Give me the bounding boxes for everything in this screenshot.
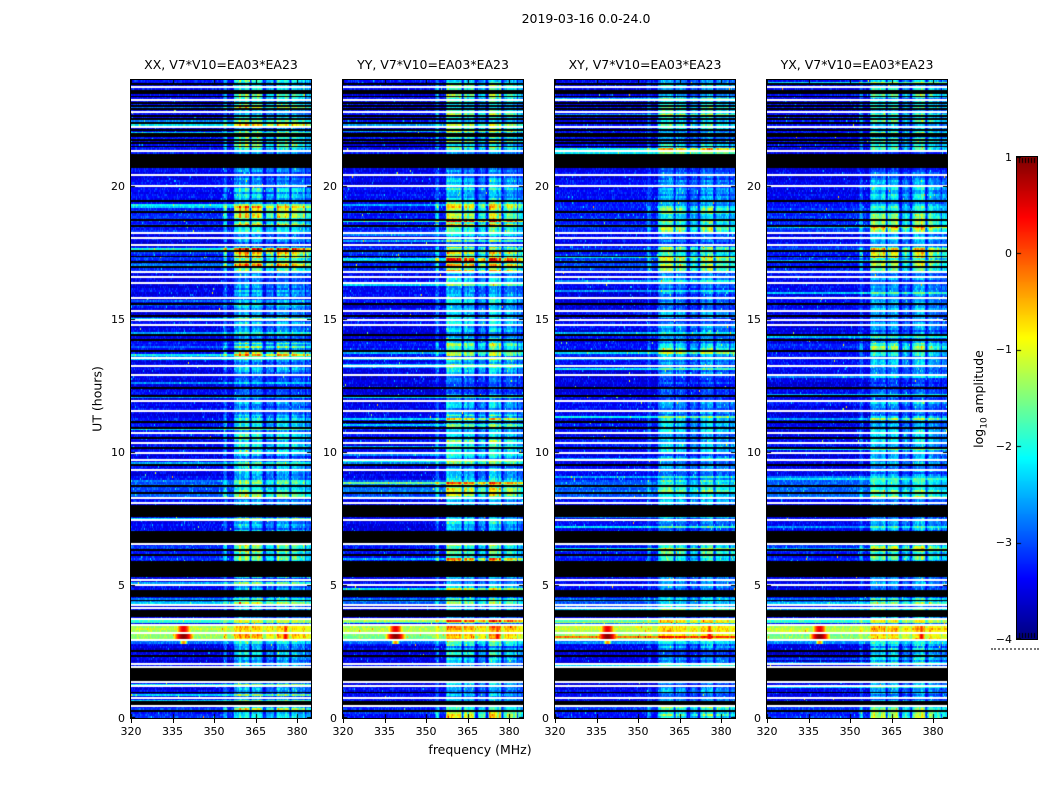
colorbar-tick-label: −4 <box>995 632 1012 646</box>
spectrogram-panel-yy <box>342 79 524 719</box>
x-tick-mark <box>680 719 681 723</box>
x-tick-mark <box>173 719 174 723</box>
x-tick-label: 365 <box>881 725 903 738</box>
colorbar-tick-label: 0 <box>1005 246 1012 260</box>
x-tick-mark <box>468 719 469 723</box>
spectrogram-panel-xy <box>554 79 736 719</box>
y-tick-label: 5 <box>330 578 337 592</box>
x-tick-mark <box>256 719 257 723</box>
y-tick-label: 5 <box>754 578 761 592</box>
y-tick-label: 20 <box>535 179 549 193</box>
x-tick-mark <box>721 719 722 723</box>
y-tick-label: 10 <box>111 445 125 459</box>
y-tick-label: 10 <box>323 445 337 459</box>
spectrogram-canvas-xy <box>555 80 735 718</box>
x-tick-label: 380 <box>498 725 520 738</box>
colorbar-canvas <box>1017 157 1037 639</box>
x-tick-mark <box>385 719 386 723</box>
x-tick-mark <box>214 719 215 723</box>
y-tick-label: 15 <box>323 312 337 326</box>
x-tick-mark <box>933 719 934 723</box>
x-tick-mark <box>809 719 810 723</box>
x-tick-mark <box>343 719 344 723</box>
x-tick-mark <box>555 719 556 723</box>
x-tick-label: 335 <box>162 725 184 738</box>
y-tick-label: 5 <box>542 578 549 592</box>
x-axis-label: frequency (MHz) <box>428 742 532 757</box>
colorbar-label: log10 amplitude <box>970 350 990 448</box>
x-tick-label: 335 <box>798 725 820 738</box>
colorbar-dotted-line <box>991 648 1039 650</box>
y-tick-label: 10 <box>747 445 761 459</box>
x-tick-mark <box>597 719 598 723</box>
y-tick-label: 10 <box>535 445 549 459</box>
y-tick-label: 15 <box>111 312 125 326</box>
x-tick-mark <box>509 719 510 723</box>
x-tick-label: 320 <box>120 725 142 738</box>
x-tick-mark <box>131 719 132 723</box>
x-tick-label: 380 <box>922 725 944 738</box>
x-tick-label: 320 <box>332 725 354 738</box>
y-axis-label: UT (hours) <box>89 366 105 432</box>
colorbar-tick-label: −1 <box>995 343 1012 357</box>
x-tick-label: 365 <box>669 725 691 738</box>
x-tick-label: 350 <box>627 725 649 738</box>
x-tick-mark <box>297 719 298 723</box>
y-tick-label: 0 <box>118 711 125 725</box>
x-tick-label: 350 <box>415 725 437 738</box>
x-tick-label: 350 <box>839 725 861 738</box>
panel-title-xx: XX, V7*V10=EA03*EA23 <box>144 57 298 72</box>
x-tick-label: 350 <box>203 725 225 738</box>
spectrogram-panel-yx <box>766 79 948 719</box>
colorbar-tick-label: −2 <box>995 439 1012 453</box>
colorbar-tick-label: −3 <box>995 536 1012 550</box>
x-tick-mark <box>426 719 427 723</box>
x-tick-label: 365 <box>245 725 267 738</box>
y-tick-label: 0 <box>330 711 337 725</box>
x-tick-label: 380 <box>710 725 732 738</box>
x-tick-label: 335 <box>586 725 608 738</box>
panel-title-xy: XY, V7*V10=EA03*EA23 <box>568 57 722 72</box>
spectrogram-canvas-yx <box>767 80 947 718</box>
figure-title: 2019-03-16 0.0-24.0 <box>521 11 651 26</box>
y-tick-label: 15 <box>747 312 761 326</box>
x-tick-label: 320 <box>756 725 778 738</box>
x-tick-label: 365 <box>457 725 479 738</box>
y-tick-label: 0 <box>542 711 549 725</box>
panel-title-yy: YY, V7*V10=EA03*EA23 <box>357 57 509 72</box>
y-tick-label: 20 <box>111 179 125 193</box>
x-tick-mark <box>850 719 851 723</box>
y-tick-label: 20 <box>747 179 761 193</box>
spectrogram-panel-xx <box>130 79 312 719</box>
spectrogram-canvas-xx <box>131 80 311 718</box>
y-tick-label: 5 <box>118 578 125 592</box>
x-tick-label: 335 <box>374 725 396 738</box>
x-tick-label: 380 <box>286 725 308 738</box>
y-tick-label: 15 <box>535 312 549 326</box>
spectrogram-canvas-yy <box>343 80 523 718</box>
panel-title-yx: YX, V7*V10=EA03*EA23 <box>780 57 934 72</box>
x-tick-label: 320 <box>544 725 566 738</box>
x-tick-mark <box>767 719 768 723</box>
x-tick-mark <box>892 719 893 723</box>
x-tick-mark <box>638 719 639 723</box>
y-tick-label: 0 <box>754 711 761 725</box>
y-tick-label: 20 <box>323 179 337 193</box>
colorbar-tick-label: 1 <box>1005 150 1012 164</box>
colorbar <box>1016 156 1038 640</box>
